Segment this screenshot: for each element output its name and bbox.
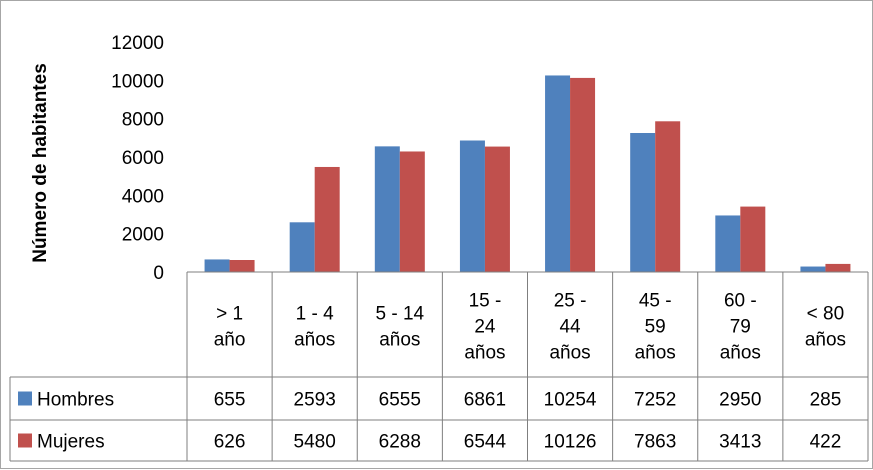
x-tick-label: 25 - <box>554 291 587 312</box>
x-tick-label: > 1 <box>216 304 243 325</box>
bar-mujeres <box>655 121 681 272</box>
x-tick-label: 79 <box>730 317 751 338</box>
x-tick-label: 5 - 14 <box>376 304 425 325</box>
x-tick-label: años <box>549 343 590 364</box>
data-table-value: 7252 <box>634 390 676 411</box>
bar-mujeres <box>570 77 596 272</box>
legend-key-swatch <box>18 433 32 448</box>
x-tick-label: 60 - <box>724 291 757 312</box>
y-axis-ticks: 0 2000 4000 6000 8000 10000 12000 <box>111 33 164 284</box>
data-table-value: 10254 <box>544 390 597 411</box>
x-tick-label: 15 - <box>469 291 502 312</box>
data-table-value: 6555 <box>379 390 421 411</box>
data-table-value: 6288 <box>379 432 421 453</box>
data-table-value: 5480 <box>294 432 336 453</box>
bar-mujeres <box>740 206 766 272</box>
bar-hombres <box>374 146 400 272</box>
data-table-value: 6544 <box>464 432 507 453</box>
x-tick-label: años <box>294 330 335 351</box>
x-tick-label: < 80 <box>807 304 845 325</box>
data-table-value: 2593 <box>294 390 336 411</box>
x-tick-label: 1 - 4 <box>296 304 334 325</box>
x-tick-label: años <box>635 343 676 364</box>
data-table-value: 6861 <box>464 390 506 411</box>
bar-hombres <box>459 140 485 272</box>
x-tick-label: años <box>805 330 846 351</box>
y-axis-label: Número de habitantes <box>30 63 51 263</box>
data-table-value: 422 <box>810 432 842 453</box>
bar-mujeres <box>825 263 851 272</box>
data-table-value: 10126 <box>544 432 597 453</box>
bar-mujeres <box>314 166 340 272</box>
x-tick-label: año <box>214 330 246 351</box>
y-tick-label: 10000 <box>111 71 164 92</box>
bar-mujeres <box>399 151 425 272</box>
bar-hombres <box>289 222 315 272</box>
bar-series <box>204 75 851 272</box>
bar-hombres <box>545 75 571 272</box>
data-table-legend: Hombres Mujeres <box>18 390 114 453</box>
data-table-value: 7863 <box>634 432 676 453</box>
y-tick-label: 2000 <box>122 225 164 246</box>
data-table-grid <box>9 271 869 462</box>
category-labels: > 1 año 1 - 4 años 5 - 14 años 15 - 24 años 25 - 4… <box>214 291 846 364</box>
data-table-value: 655 <box>214 390 246 411</box>
y-tick-label: 0 <box>153 263 164 284</box>
legend-series-name: Hombres <box>37 390 114 411</box>
data-table-value: 285 <box>810 390 842 411</box>
bar-mujeres <box>229 260 255 272</box>
data-table-value: 626 <box>214 432 246 453</box>
x-tick-label: años <box>464 343 505 364</box>
data-table-values: 655 2593 6555 6861 10254 7252 2950 285 626 5480 62… <box>214 390 842 453</box>
data-table-value: 3413 <box>719 432 761 453</box>
x-tick-label: años <box>379 330 420 351</box>
bar-mujeres <box>484 146 510 272</box>
bar-hombres <box>800 266 826 272</box>
legend-key-swatch <box>18 391 32 406</box>
bar-hombres <box>715 215 741 272</box>
x-tick-label: 59 <box>645 317 666 338</box>
y-tick-label: 6000 <box>122 148 164 169</box>
x-tick-label: 24 <box>474 317 496 338</box>
y-tick-label: 12000 <box>111 33 164 54</box>
legend-series-name: Mujeres <box>37 432 105 453</box>
y-tick-label: 4000 <box>122 186 164 207</box>
data-table-value: 2950 <box>719 390 761 411</box>
x-tick-label: años <box>720 343 761 364</box>
x-tick-label: 45 - <box>639 291 672 312</box>
bar-hombres <box>204 259 230 272</box>
bar-hombres <box>630 133 656 272</box>
x-tick-label: 44 <box>559 317 581 338</box>
y-tick-label: 8000 <box>122 110 164 131</box>
